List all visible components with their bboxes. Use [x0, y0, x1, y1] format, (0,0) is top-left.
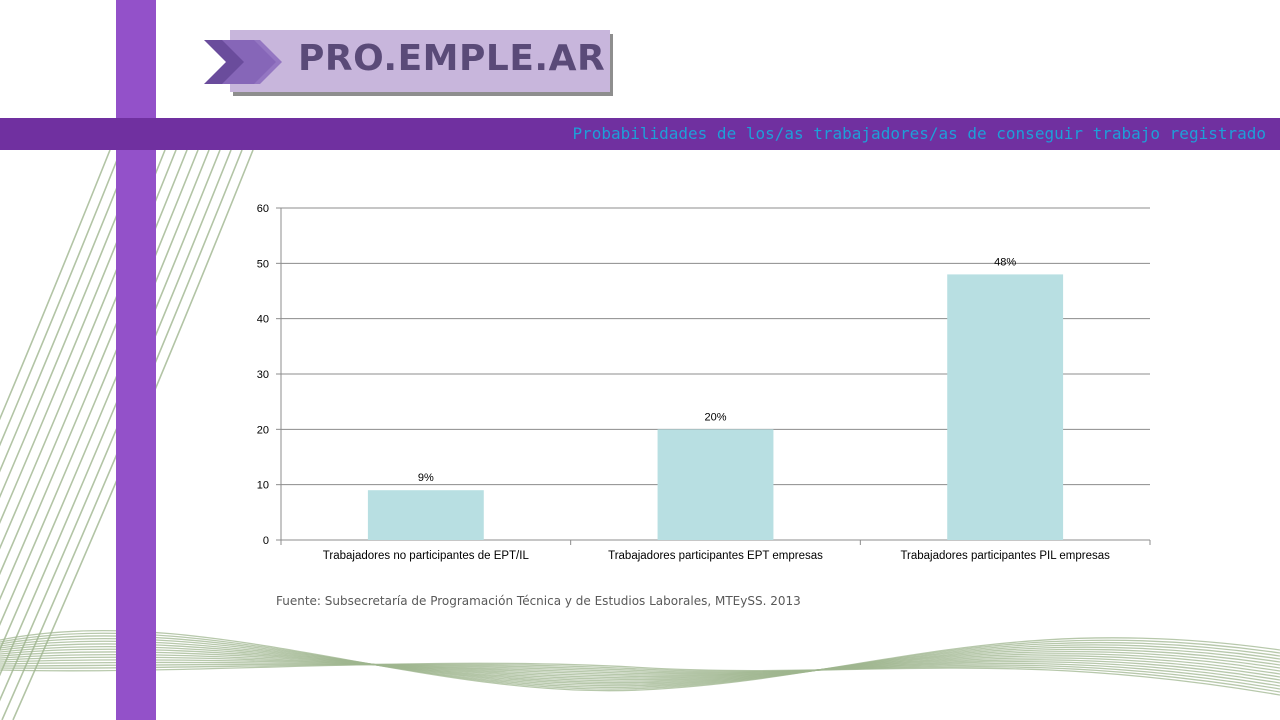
deco-wave-line	[0, 645, 1280, 682]
deco-wave-line	[0, 643, 1280, 684]
deco-wave-line	[0, 663, 1280, 690]
bar-chart: 0 10 20 30 40 50 60 9% Trabajadores no participa…	[257, 203, 1151, 562]
data-label: 48%	[994, 256, 1016, 268]
deco-wave-line	[0, 637, 1280, 687]
deco-wave-line	[0, 629, 1280, 692]
source-note: Fuente: Subsecretaría de Programación Té…	[276, 594, 801, 608]
deco-wave-line	[0, 663, 1280, 693]
deco-wave-line	[0, 640, 1280, 685]
deco-wave-line	[0, 648, 1280, 681]
bar	[947, 274, 1064, 540]
logo-box	[230, 30, 610, 92]
deco-wave-line	[0, 662, 1280, 696]
data-label: 20%	[704, 411, 726, 423]
logo: PRO.EMPLE.AR	[204, 30, 614, 96]
deco-wave-line	[0, 653, 1280, 678]
deco-wave-line	[0, 659, 1280, 684]
x-tick-label: Trabajadores participantes EPT empresas	[608, 550, 823, 562]
accent-vertical-bar	[116, 0, 156, 720]
chevron-arrow-icon	[204, 40, 282, 84]
logo-text: PRO.EMPLE.AR	[298, 38, 606, 79]
deco-diagonal-line	[0, 149, 133, 473]
bar	[657, 429, 774, 540]
y-tick-label: 20	[257, 424, 269, 436]
y-tick-label: 40	[257, 314, 269, 326]
deco-diagonal-line	[0, 149, 199, 626]
deco-wave-line	[0, 656, 1280, 681]
deco-wave-line	[0, 651, 1280, 679]
deco-wave-line	[0, 661, 1280, 687]
slide-title: Probabilidades de los/as trabajadores/as…	[572, 124, 1266, 143]
x-tick-label: Trabajadores no participantes de EPT/IL	[323, 550, 530, 562]
bar	[367, 490, 484, 540]
deco-diagonal-line	[0, 149, 122, 447]
deco-diagonal-line	[0, 149, 210, 652]
data-label: 9%	[418, 472, 434, 484]
y-tick-label: 30	[257, 369, 269, 381]
deco-wave-line	[0, 635, 1280, 689]
y-tick-label: 10	[257, 480, 269, 492]
x-tick-label: Trabajadores participantes PIL empresas	[900, 550, 1110, 562]
deco-diagonal-line	[0, 149, 188, 601]
y-tick-label: 50	[257, 258, 269, 270]
deco-diagonal-line	[0, 149, 111, 421]
y-tick-label: 60	[257, 203, 269, 215]
title-band	[0, 118, 1280, 150]
y-tick-label: 0	[263, 535, 269, 547]
deco-wave-line	[0, 632, 1280, 690]
